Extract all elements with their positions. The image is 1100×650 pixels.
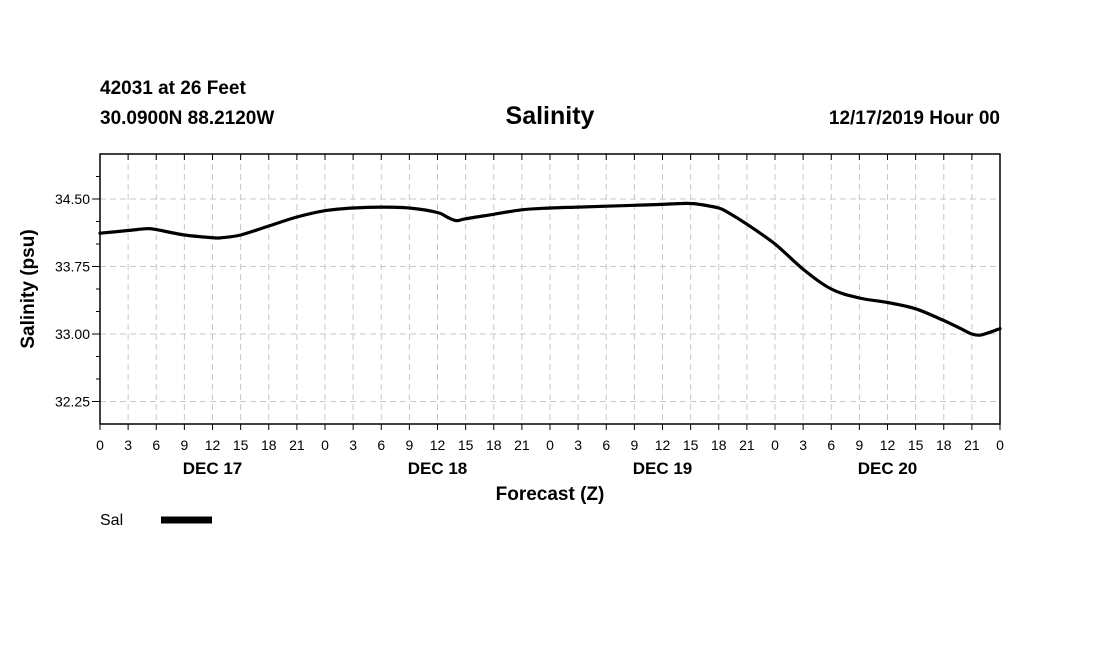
- x-tick-label: 18: [261, 437, 277, 453]
- legend: Sal: [100, 512, 212, 529]
- x-tick-label: 21: [964, 437, 980, 453]
- series-line-sal: [98, 201, 1002, 337]
- x-tick-label: 9: [855, 437, 863, 453]
- x-tick-label: 0: [996, 437, 1004, 453]
- legend-label: Sal: [100, 512, 123, 529]
- plot-frame: [99, 153, 1001, 425]
- x-tick-label: 6: [152, 437, 160, 453]
- x-axis: 0 3 6 9 12 15 18 21 0 3 6 9 12 15 18 21 0 3 6 9 12 15 18 21 0 3 6 9…: [96, 154, 1004, 478]
- grid-lines: [100, 154, 1000, 424]
- x-tick-label: 0: [96, 437, 104, 453]
- x-tick-label: 9: [180, 437, 188, 453]
- x-tick-label: 12: [205, 437, 221, 453]
- day-label: DEC 17: [183, 459, 243, 478]
- x-tick-label: 21: [289, 437, 305, 453]
- x-tick-label: 12: [880, 437, 896, 453]
- y-tick-label: 33.75: [55, 259, 90, 275]
- day-label: DEC 19: [633, 459, 693, 478]
- x-tick-label: 12: [430, 437, 446, 453]
- x-axis-label: Forecast (Z): [496, 484, 605, 505]
- day-label: DEC 20: [858, 459, 918, 478]
- day-label: DEC 18: [408, 459, 468, 478]
- coordinates-label: 30.0900N 88.2120W: [100, 108, 274, 129]
- x-tick-label: 6: [377, 437, 385, 453]
- x-tick-label: 0: [321, 437, 329, 453]
- x-tick-label: 15: [908, 437, 924, 453]
- x-tick-label: 21: [739, 437, 755, 453]
- x-tick-label: 3: [799, 437, 807, 453]
- x-tick-label: 3: [574, 437, 582, 453]
- x-tick-label: 12: [655, 437, 671, 453]
- y-tick-label: 34.50: [55, 191, 90, 207]
- series-layer: [98, 201, 1002, 337]
- x-tick-label: 9: [405, 437, 413, 453]
- x-tick-label: 15: [233, 437, 249, 453]
- x-tick-label: 9: [630, 437, 638, 453]
- x-tick-label: 21: [514, 437, 530, 453]
- y-axis-label: Salinity (psu): [18, 229, 39, 348]
- x-tick-label: 15: [683, 437, 699, 453]
- x-tick-label: 3: [349, 437, 357, 453]
- station-label: 42031 at 26 Feet: [100, 78, 246, 99]
- x-tick-label: 18: [936, 437, 952, 453]
- x-tick-label: 18: [486, 437, 502, 453]
- x-tick-label: 3: [124, 437, 132, 453]
- y-tick-label: 33.00: [55, 326, 90, 342]
- x-tick-label: 18: [711, 437, 727, 453]
- chart-title: Salinity: [506, 102, 595, 130]
- x-tick-label: 0: [771, 437, 779, 453]
- x-tick-label: 6: [827, 437, 835, 453]
- y-axis: 32.25 33.00 33.75 34.50: [55, 176, 100, 410]
- x-tick-label: 6: [602, 437, 610, 453]
- y-tick-label: 32.25: [55, 394, 90, 410]
- x-tick-label: 15: [458, 437, 474, 453]
- datetime-label: 12/17/2019 Hour 00: [829, 108, 1000, 129]
- x-tick-label: 0: [546, 437, 554, 453]
